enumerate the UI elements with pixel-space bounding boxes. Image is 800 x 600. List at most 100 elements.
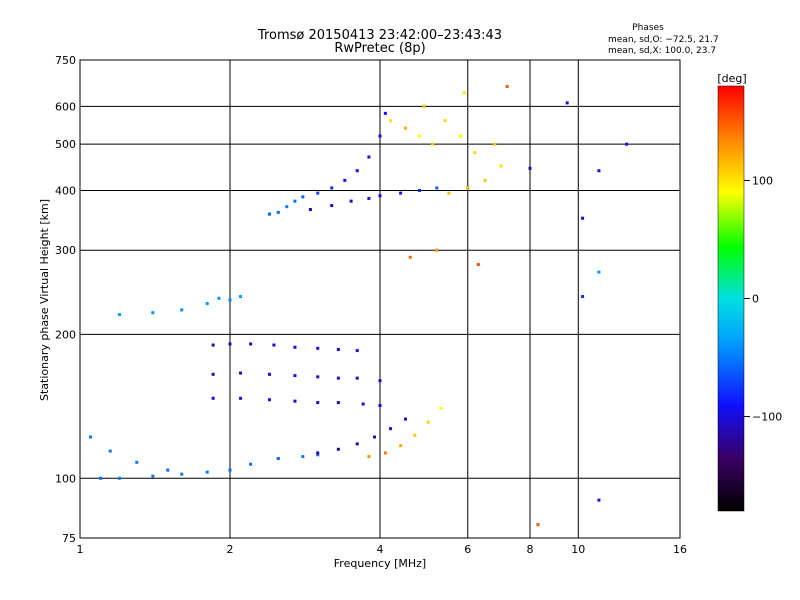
data-point <box>217 296 221 300</box>
data-point <box>316 191 320 195</box>
data-point <box>267 212 271 216</box>
data-point <box>462 91 466 95</box>
data-point <box>413 433 417 437</box>
data-point <box>276 210 280 214</box>
data-point <box>399 191 403 195</box>
data-point <box>151 311 155 315</box>
data-point <box>447 191 451 195</box>
data-point <box>276 456 280 460</box>
data-point <box>336 347 340 351</box>
series-7 <box>316 417 407 455</box>
series-10 <box>389 91 466 146</box>
data-point <box>581 295 585 299</box>
data-point <box>151 474 155 478</box>
data-point <box>249 342 253 346</box>
data-point <box>166 468 170 472</box>
y-tick-label: 100 <box>55 472 76 485</box>
data-point <box>293 374 297 378</box>
data-point <box>316 346 320 350</box>
data-point <box>439 406 443 410</box>
data-point <box>117 313 121 317</box>
data-point <box>108 449 112 453</box>
data-point <box>499 164 503 168</box>
data-point <box>99 476 103 480</box>
chart-title: Tromsø 20150413 23:42:00–23:43:43 <box>257 28 502 43</box>
data-point <box>383 451 387 455</box>
data-point <box>597 270 601 274</box>
data-point <box>378 379 382 383</box>
data-point <box>316 375 320 379</box>
data-point <box>239 396 243 400</box>
data-points <box>89 85 629 527</box>
data-point <box>367 155 371 159</box>
y-tick-label: 200 <box>55 328 76 341</box>
x-tick-label: 2 <box>227 543 234 556</box>
data-point <box>403 417 407 421</box>
data-point <box>625 142 629 146</box>
series-5 <box>211 371 382 383</box>
data-point <box>336 401 340 405</box>
data-point <box>597 169 601 173</box>
data-point <box>180 472 184 476</box>
data-point <box>378 134 382 138</box>
data-point <box>301 195 305 199</box>
data-point <box>211 372 215 376</box>
data-point <box>417 188 421 192</box>
data-point <box>536 523 540 527</box>
series-1 <box>117 295 243 317</box>
data-point <box>239 295 243 299</box>
data-point <box>355 169 359 173</box>
colorbar-label: [deg] <box>717 72 746 85</box>
x-tick-label: 10 <box>571 543 585 556</box>
data-point <box>466 186 470 190</box>
series-3 <box>308 186 439 212</box>
series-2 <box>267 111 387 216</box>
data-point <box>249 462 253 466</box>
colorbar <box>717 85 745 512</box>
data-point <box>528 166 532 170</box>
data-point <box>422 104 426 108</box>
data-point <box>301 455 305 459</box>
y-tick-label: 75 <box>62 532 76 545</box>
colorbar-tick-label: −100 <box>752 411 782 424</box>
data-point <box>565 101 569 105</box>
data-point <box>435 248 439 252</box>
series-0 <box>89 435 320 480</box>
phase-x-stats: mean, sd,X: 100.0, 23.7 <box>608 46 716 56</box>
data-point <box>378 403 382 407</box>
data-point <box>597 498 601 502</box>
y-tick-label: 300 <box>55 244 76 257</box>
data-point <box>228 468 232 472</box>
data-point <box>505 85 509 89</box>
data-point <box>293 399 297 403</box>
data-point <box>239 371 243 375</box>
data-point <box>211 396 215 400</box>
phase-o-stats: mean, sd,O: −72.5, 21.7 <box>608 35 719 45</box>
y-tick-label: 600 <box>55 100 76 113</box>
data-point <box>431 142 435 146</box>
series-6 <box>211 396 382 407</box>
x-axis-label: Frequency [MHz] <box>334 557 426 570</box>
data-point <box>117 476 121 480</box>
data-point <box>293 345 297 349</box>
data-point <box>355 442 359 446</box>
data-point <box>293 199 297 203</box>
data-point <box>330 186 334 190</box>
series-4 <box>211 342 359 353</box>
data-point <box>330 204 334 208</box>
series-9 <box>447 134 503 195</box>
data-point <box>458 134 462 138</box>
y-tick-labels: 75 100 200 300 400 500 600 750 <box>55 54 76 545</box>
data-point <box>308 208 312 212</box>
data-point <box>267 372 271 376</box>
data-point <box>367 455 371 459</box>
data-point <box>403 126 407 130</box>
colorbar-tick-label: 100 <box>752 174 773 187</box>
data-point <box>426 420 430 424</box>
data-point <box>343 178 347 182</box>
x-tick-label: 8 <box>527 543 534 556</box>
series-11 <box>408 85 629 527</box>
colorbar-tick-label: 0 <box>752 293 759 306</box>
data-point <box>211 343 215 347</box>
data-point <box>316 451 320 455</box>
